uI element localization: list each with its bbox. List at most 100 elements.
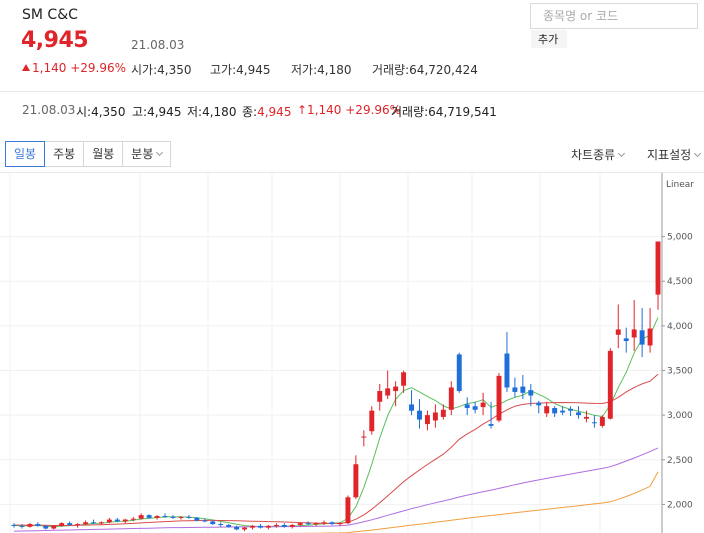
candle-body	[19, 525, 25, 527]
candle	[536, 400, 542, 414]
tab-monthly[interactable]: 월봉	[84, 141, 124, 167]
candle	[75, 523, 81, 528]
candle	[377, 383, 383, 411]
candle	[51, 524, 57, 530]
candle-body	[313, 523, 319, 525]
candle	[146, 514, 152, 519]
candle	[401, 370, 407, 393]
candle-body	[281, 524, 287, 527]
candle-body	[250, 525, 255, 528]
candle	[257, 524, 263, 529]
series-line-ma5	[13, 317, 659, 528]
candle	[27, 523, 33, 528]
search-input[interactable]	[531, 4, 697, 28]
candle-body	[67, 523, 73, 525]
candle-body	[472, 406, 478, 410]
chevron-down-icon	[618, 149, 626, 158]
divider	[0, 91, 704, 92]
candle	[194, 516, 200, 522]
candle	[337, 522, 343, 526]
candle	[528, 383, 534, 407]
y-tick-label: 4,000	[667, 322, 693, 332]
candle-body	[329, 522, 335, 525]
candle-body	[401, 372, 407, 386]
candle-body	[218, 524, 224, 526]
candle	[265, 524, 271, 530]
candle	[11, 523, 17, 528]
candle	[369, 406, 375, 435]
candle-body	[560, 410, 566, 413]
candle-body	[385, 388, 391, 396]
info-change: ↑1,140 +29.96%	[297, 103, 402, 117]
candle	[35, 522, 41, 527]
y-tick-label: 5,000	[667, 233, 693, 243]
tab-weekly[interactable]: 주봉	[45, 141, 85, 167]
candle	[464, 397, 470, 416]
candle	[250, 524, 255, 530]
candle	[91, 519, 96, 525]
candle-body	[91, 522, 96, 524]
candle-body	[504, 353, 510, 388]
candle	[242, 526, 248, 532]
candle	[472, 401, 478, 414]
candle-body	[512, 387, 518, 392]
candle-body	[154, 516, 160, 518]
candle-body	[520, 386, 526, 393]
candle	[496, 373, 502, 423]
y-axis: Linear 2,000 2,500 3,000 3,500 4,000 4,500 5,00…	[661, 173, 694, 533]
candle	[170, 515, 176, 519]
candle	[289, 524, 295, 529]
price-change: 1,140 +29.96%	[22, 61, 126, 75]
candle-body	[162, 516, 168, 518]
candle	[599, 415, 605, 428]
candle-body	[409, 404, 415, 411]
candle-body	[122, 519, 128, 522]
info-date: 21.08.03	[22, 103, 76, 117]
volume: 거래량:64,720,424	[372, 63, 478, 77]
candle-body	[496, 375, 502, 421]
candle-body	[337, 523, 343, 525]
tab-minute[interactable]: 분봉	[123, 141, 172, 167]
candle-body	[83, 522, 89, 525]
candle-body	[11, 524, 17, 526]
chevron-down-icon	[694, 149, 702, 158]
candle	[122, 518, 128, 524]
candle-body	[273, 524, 279, 526]
tab-daily[interactable]: 일봉	[5, 141, 46, 167]
moving-average-lines	[13, 317, 659, 533]
y-tick-label: 2,500	[667, 456, 693, 466]
indicator-menu[interactable]: 지표설정	[647, 146, 702, 163]
candle-body	[432, 412, 438, 421]
candles	[11, 241, 661, 532]
candle-body	[138, 515, 144, 519]
candle	[583, 410, 589, 423]
candle-body	[377, 391, 383, 402]
candle	[138, 513, 144, 520]
candle	[440, 404, 446, 420]
candlestick-chart[interactable]: Linear 2,000 2,500 3,000 3,500 4,000 4,500 5,00…	[0, 173, 704, 533]
add-button[interactable]: 추가	[531, 30, 567, 48]
candle	[456, 352, 462, 393]
candle	[432, 404, 438, 428]
candle-body	[305, 523, 311, 525]
candle	[568, 406, 574, 417]
candle	[83, 520, 89, 525]
candle	[178, 516, 184, 520]
candle-body	[607, 350, 613, 419]
info-low: 저:4,180	[187, 105, 237, 119]
candle-body	[35, 524, 41, 526]
candle-body	[345, 497, 351, 524]
info-close: 종:4,945	[242, 105, 292, 119]
chevron-down-icon	[156, 148, 164, 157]
candle	[321, 520, 327, 525]
candle-body	[568, 408, 574, 411]
chart-type-menu[interactable]: 차트종류	[571, 146, 626, 163]
candle	[393, 381, 399, 407]
candle-body	[361, 436, 367, 438]
candle	[210, 520, 216, 525]
candle-body	[194, 517, 200, 521]
candle	[544, 401, 550, 417]
candle-body	[647, 328, 653, 346]
candle-body	[234, 526, 240, 530]
candle-body	[289, 524, 295, 527]
